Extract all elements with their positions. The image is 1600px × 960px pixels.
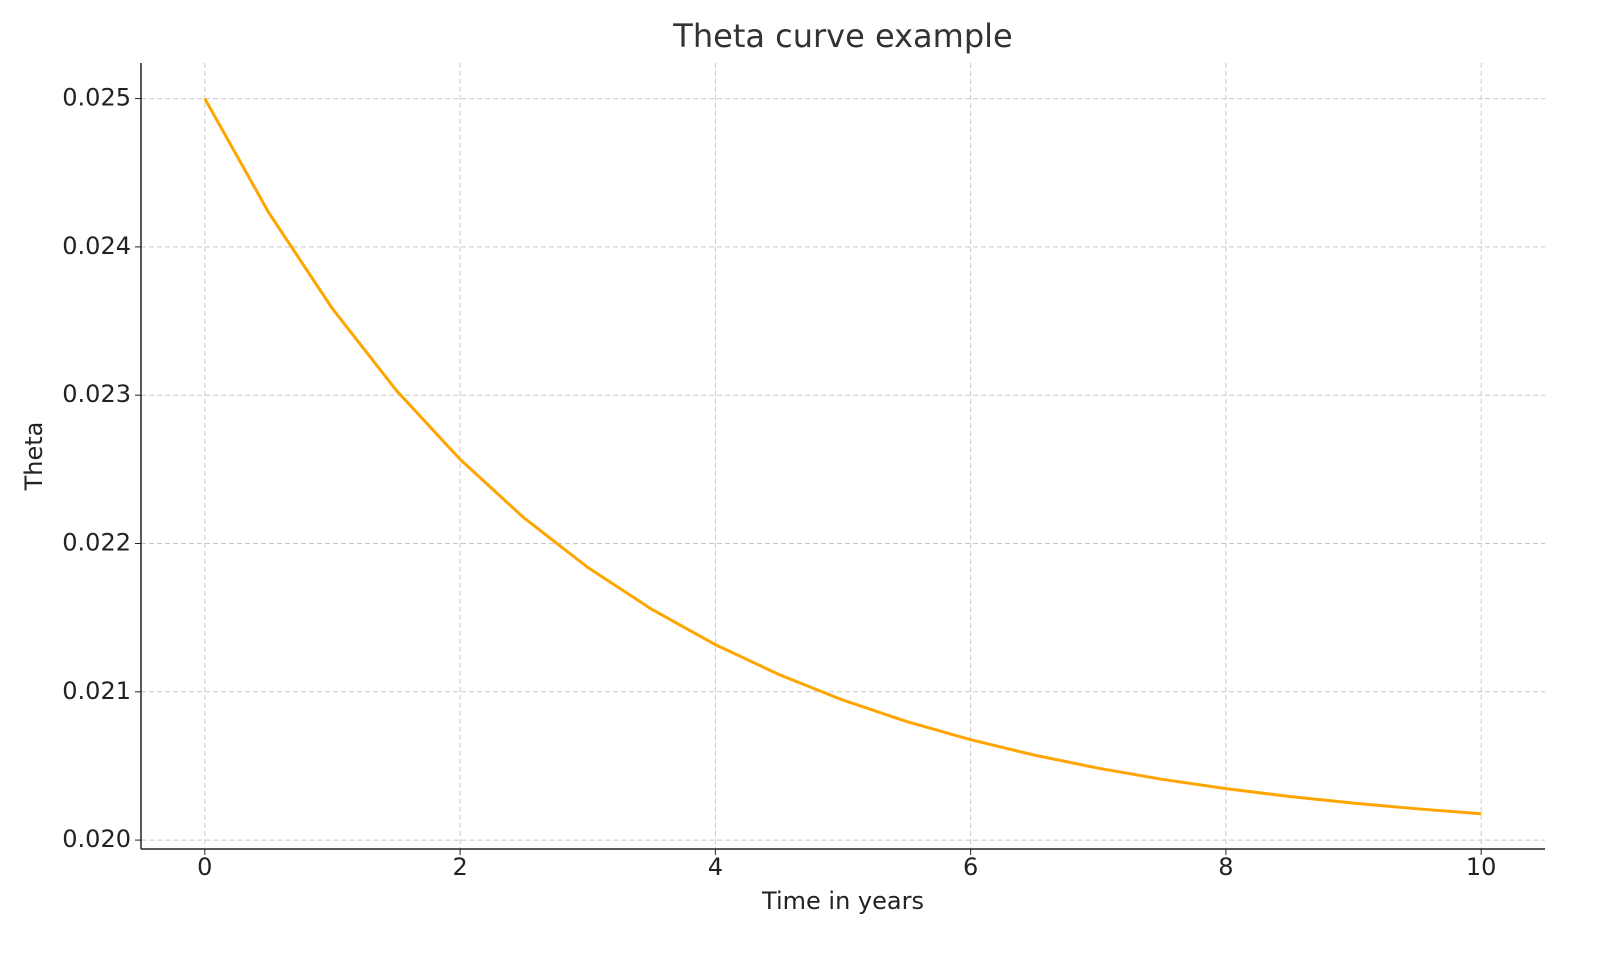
line-series: [203, 97, 1482, 816]
y-axis-label: Theta: [20, 422, 48, 492]
y-tick-label: 0.021: [62, 677, 131, 705]
y-tick-label: 0.020: [62, 825, 131, 853]
y-tick-label: 0.024: [62, 232, 131, 260]
x-tick-label: 0: [197, 853, 212, 881]
y-tick-label: 0.023: [62, 380, 131, 408]
x-tick-label: 10: [1466, 853, 1497, 881]
x-tick-label: 2: [452, 853, 467, 881]
x-tick-label: 6: [963, 853, 978, 881]
x-tick-label: 4: [708, 853, 723, 881]
chart-title: Theta curve example: [672, 17, 1012, 55]
y-tick-label: 0.022: [62, 528, 131, 556]
x-tick-label: 8: [1218, 853, 1233, 881]
x-axis-label: Time in years: [761, 887, 924, 915]
y-tick-label: 0.025: [62, 84, 131, 112]
